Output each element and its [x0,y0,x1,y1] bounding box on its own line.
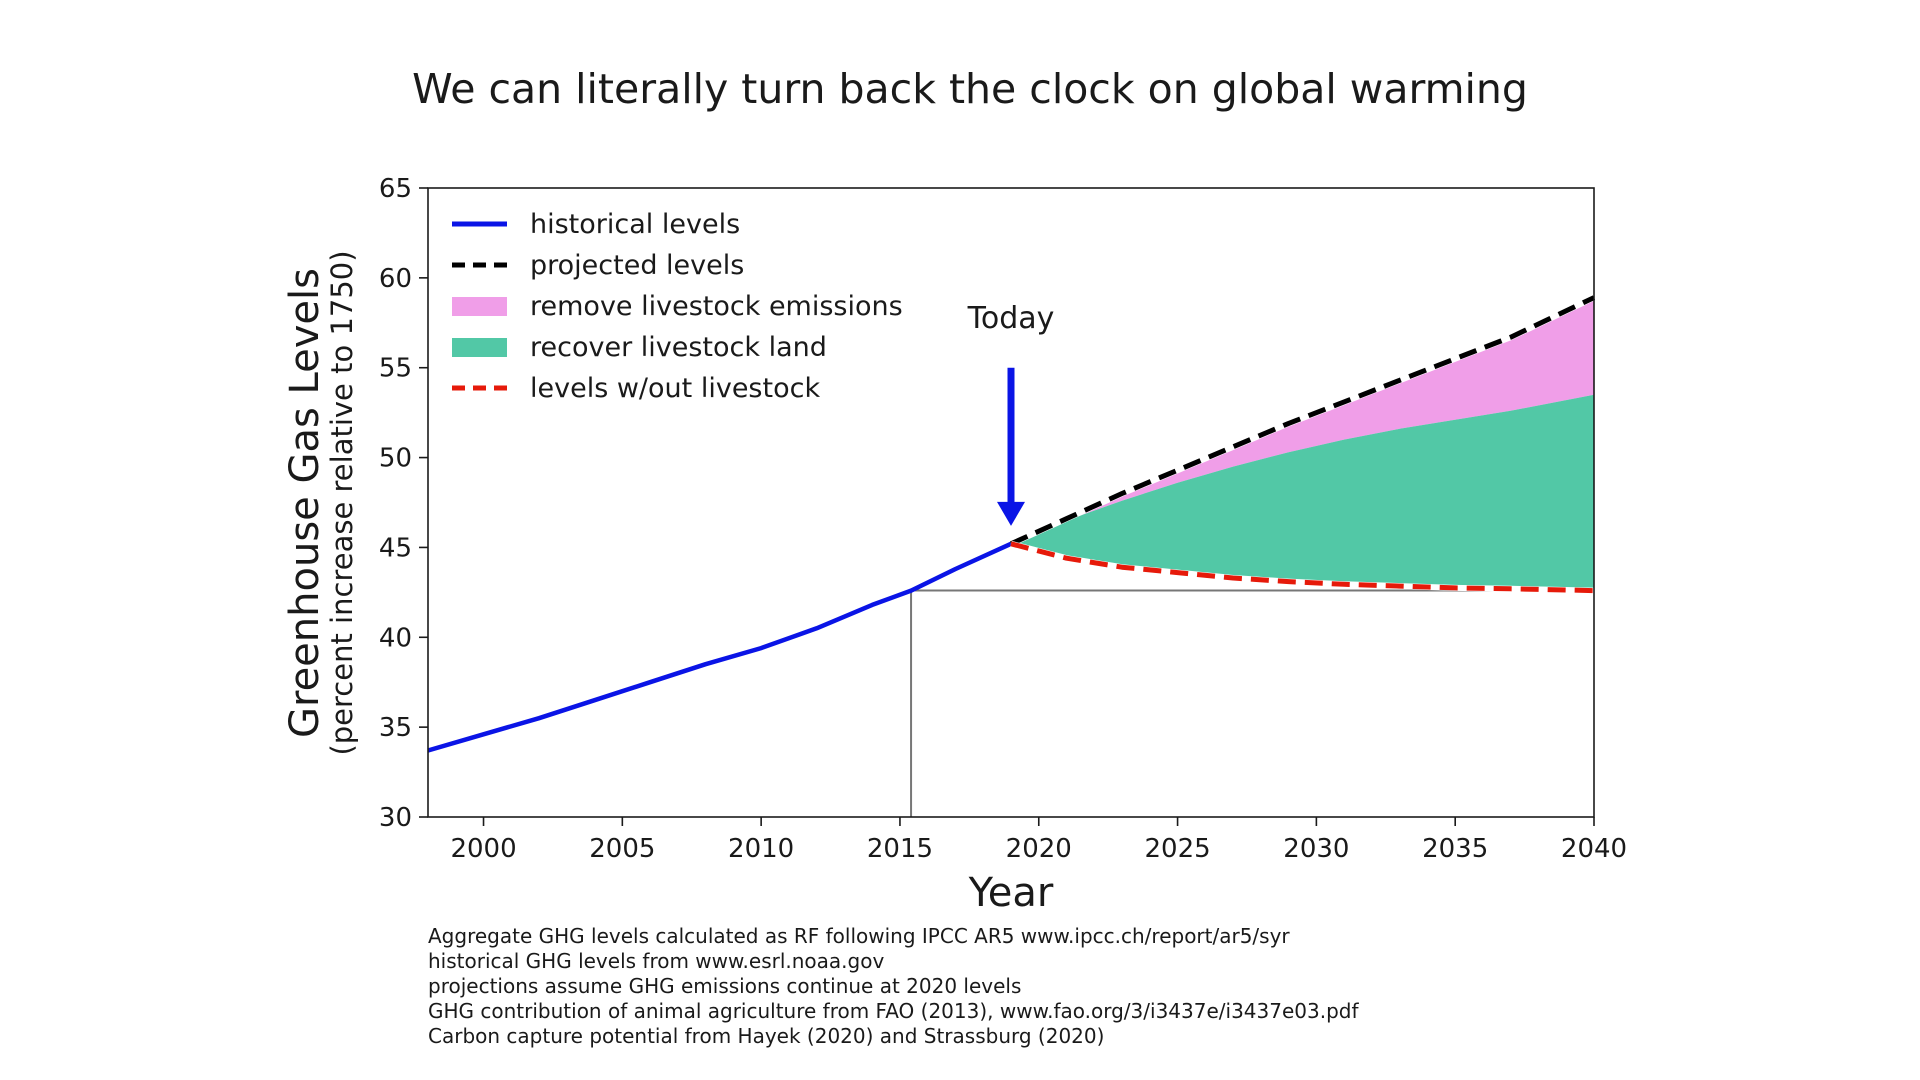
y-tick-label: 65 [379,174,412,204]
legend-swatch [452,338,507,357]
y-tick-label: 55 [379,354,412,384]
legend-swatch [452,297,507,316]
source-note: GHG contribution of animal agriculture f… [428,999,1359,1023]
chart-title: We can literally turn back the clock on … [412,65,1528,113]
y-tick-label: 50 [379,444,412,474]
x-tick-label: 2025 [1144,834,1210,864]
plot-frame [427,187,1595,818]
today-annotation: Today [967,301,1055,526]
recover-livestock-land-area [1011,394,1594,591]
x-tick-label: 2015 [867,834,933,864]
legend-label: recover livestock land [530,332,827,363]
y-tick-label: 30 [379,803,412,833]
legend-label: remove livestock emissions [530,291,903,322]
legend-label: projected levels [530,250,744,281]
x-tick-label: 2005 [589,834,655,864]
source-note: historical GHG levels from www.esrl.noaa… [428,949,885,973]
x-tick-label: 2010 [728,834,794,864]
x-tick-label: 2030 [1283,834,1349,864]
source-notes: Aggregate GHG levels calculated as RF fo… [428,924,1628,1049]
source-note: Aggregate GHG levels calculated as RF fo… [428,924,1290,948]
source-note: Carbon capture potential from Hayek (202… [428,1024,1105,1048]
y-tick-label: 60 [379,264,412,294]
legend: historical levels projected levels remove … [452,209,903,404]
x-tick-label: 2035 [1422,834,1488,864]
x-axis: 2000 2005 2010 2015 2020 2025 2030 2035 2040 [450,817,1627,864]
today-label: Today [967,301,1055,336]
y-axis-label: Greenhouse Gas Levels [282,268,328,738]
projected-levels-line [1009,295,1596,547]
x-axis-label: Year [968,870,1054,916]
y-tick-label: 35 [379,713,412,743]
plot-lines [427,294,1596,753]
today-arrow-head [997,501,1025,526]
x-tick-label: 2040 [1561,834,1627,864]
source-note: projections assume GHG emissions continu… [428,974,1022,998]
y-axis: 30 35 40 45 50 55 60 65 [379,174,428,833]
y-tick-label: 45 [379,533,412,563]
y-axis-sublabel: (percent increase relative to 1750) [325,250,359,755]
x-tick-label: 2000 [450,834,516,864]
reference-lines [910,589,1594,817]
x-tick-label: 2020 [1006,834,1072,864]
legend-label: historical levels [530,209,740,240]
legend-label: levels w/out livestock [530,373,820,404]
levels-w-out-livestock-line [1010,541,1595,594]
y-tick-label: 40 [379,623,412,653]
historical-levels-line [427,541,1012,753]
